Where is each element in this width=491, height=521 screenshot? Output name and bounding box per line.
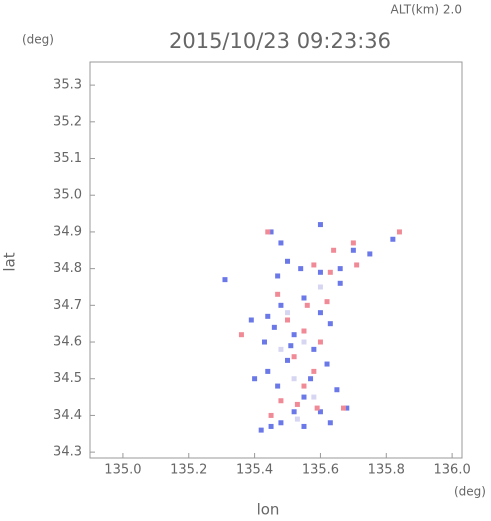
point [317,339,323,345]
x-tick-label: 135.0 [104,463,141,478]
point [275,383,281,389]
point [285,357,291,363]
point [331,247,337,253]
point [265,229,271,235]
point [327,321,333,327]
point [327,269,333,275]
point [301,394,307,400]
point [390,236,396,242]
x-tick-label: 136.0 [434,463,471,478]
point [344,405,350,411]
point [311,368,317,374]
point [367,251,373,257]
point [291,354,297,360]
point [248,317,254,323]
point [350,240,356,246]
x-tick-label: 135.2 [170,463,207,478]
point [354,262,360,268]
y-tick-label: 35.3 [53,78,82,93]
point [278,240,284,246]
point [314,405,320,411]
chart-subtitle: ALT(km) 2.0 [391,3,462,17]
chart-title: 2015/10/23 09:23:36 [169,29,391,53]
point [301,423,307,429]
y-tick-label: 34.7 [53,298,82,313]
point [327,420,333,426]
point [222,277,228,283]
y-tick-label: 34.3 [53,445,82,460]
y-tick-label: 35.0 [53,188,82,203]
point [298,266,304,272]
point [294,416,300,422]
y-tick-label: 34.9 [53,224,82,239]
point [285,310,291,316]
point [275,291,281,297]
x-unit: (deg) [454,485,486,499]
point [337,266,343,272]
point [291,409,297,415]
point [340,405,346,411]
point [268,412,274,418]
point [294,401,300,407]
point [317,409,323,415]
point [317,269,323,275]
point [258,427,264,433]
point [278,420,284,426]
x-tick-label: 135.4 [236,463,273,478]
point [334,387,340,393]
point [238,332,244,338]
point [317,222,323,228]
point [268,423,274,429]
y-tick-label: 34.4 [53,408,82,423]
y-tick-label: 35.1 [53,151,82,166]
point [285,258,291,264]
point [396,229,402,235]
point [317,310,323,316]
point [311,262,317,268]
point [288,343,294,349]
point [301,295,307,301]
point [278,302,284,308]
x-tick-label: 135.6 [302,463,339,478]
point [261,339,267,345]
point [285,317,291,323]
y-tick-label: 34.6 [53,335,82,350]
point [268,229,274,235]
point [301,339,307,345]
point [324,299,330,305]
x-tick-label: 135.8 [368,463,405,478]
point [317,284,323,290]
point [311,394,317,400]
point [311,346,317,352]
point [301,328,307,334]
y-tick-label: 34.5 [53,371,82,386]
point [275,273,281,279]
point [304,302,310,308]
point [278,398,284,404]
point [271,324,277,330]
point [337,280,343,286]
point [308,376,314,382]
y-axis-label: lat [1,252,19,271]
point [278,346,284,352]
point [301,383,307,389]
y-tick-label: 35.2 [53,114,82,129]
point [252,376,258,382]
plot-frame [89,61,463,459]
point [350,247,356,253]
point [324,361,330,367]
point [265,368,271,374]
point [265,313,271,319]
y-tick-label: 34.8 [53,261,82,276]
point [291,376,297,382]
y-unit: (deg) [22,33,54,47]
point [291,332,297,338]
x-axis-label: lon [257,501,280,519]
